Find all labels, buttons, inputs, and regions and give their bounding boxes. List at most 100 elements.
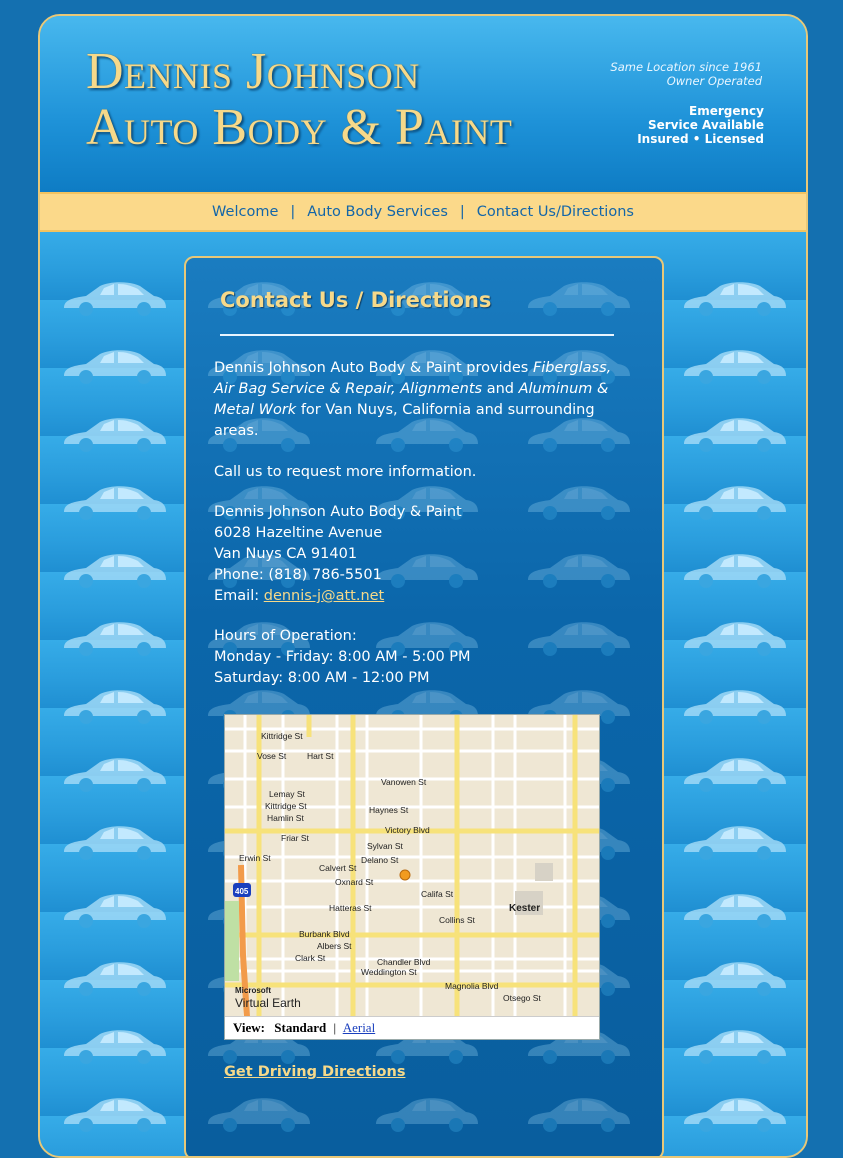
map-label: Erwin St: [239, 853, 271, 863]
car-decoration-icon: [204, 278, 312, 318]
car-decoration-icon: [60, 1094, 168, 1134]
map-view-label: View:: [233, 1020, 266, 1035]
badge-emergency: Emergency: [689, 104, 764, 118]
car-decoration-icon: [372, 346, 480, 386]
service-badges: Emergency Service Available Insured • Li…: [637, 104, 764, 146]
car-decoration-icon: [372, 550, 480, 590]
map-label: Victory Blvd: [385, 825, 430, 835]
car-decoration-icon: [680, 686, 788, 726]
city-address: Van Nuys CA 91401: [214, 546, 358, 562]
car-decoration-icon: [680, 618, 788, 658]
nav-separator: |: [459, 204, 465, 220]
car-decoration-icon: [680, 278, 788, 318]
page-title: Contact Us / Directions: [220, 288, 492, 312]
intro-paragraph: Dennis Johnson Auto Body & Paint provide…: [214, 358, 614, 442]
map-label: Haynes St: [369, 805, 409, 815]
car-decoration-icon: [680, 550, 788, 590]
map-label: Kittridge St: [265, 801, 307, 811]
car-decoration-icon: [680, 958, 788, 998]
site-header: Dennis Johnson Auto Body & Paint Same Lo…: [40, 16, 806, 194]
map-label: Lemay St: [269, 789, 306, 799]
main-nav: Welcome | Auto Body Services | Contact Us/Di…: [40, 192, 806, 232]
map-label: Albers St: [317, 941, 352, 951]
badge-insured: Insured • Licensed: [637, 132, 764, 146]
nav-welcome[interactable]: Welcome: [212, 204, 279, 220]
badge-service: Service Available: [647, 118, 764, 132]
map-label: Chandler Blvd: [377, 957, 431, 967]
map-label: Friar St: [281, 833, 310, 843]
car-decoration-icon: [60, 890, 168, 930]
car-decoration-icon: [204, 550, 312, 590]
tagline-since: Same Location since 1961: [610, 60, 762, 74]
map-label: Sylvan St: [367, 841, 404, 851]
car-decoration-icon: [372, 414, 480, 454]
car-decoration-icon: [60, 346, 168, 386]
car-decoration-icon: [372, 278, 480, 318]
location-map[interactable]: Kittridge St Vose St Hart St Vanowen St …: [224, 714, 600, 1040]
map-label: Magnolia Blvd: [445, 981, 499, 991]
car-decoration-icon: [524, 550, 632, 590]
address-block: Dennis Johnson Auto Body & Paint 6028 Ha…: [214, 502, 614, 607]
car-decoration-icon: [60, 550, 168, 590]
map-label: Collins St: [439, 915, 476, 925]
email-link[interactable]: dennis-j@att.net: [263, 588, 385, 604]
car-decoration-icon: [204, 618, 312, 658]
car-decoration-icon: [680, 346, 788, 386]
heading-divider: [220, 334, 614, 336]
car-decoration-icon: [680, 1094, 788, 1134]
map-label: Kester: [509, 903, 540, 914]
car-decoration-icon: [60, 618, 168, 658]
car-decoration-icon: [524, 1026, 632, 1066]
hours-title: Hours of Operation:: [214, 628, 357, 644]
intro-text-2: for Van Nuys, California and surrounding…: [214, 402, 595, 439]
car-decoration-icon: [680, 754, 788, 794]
car-decoration-icon: [60, 822, 168, 862]
car-decoration-icon: [680, 890, 788, 930]
map-brand-microsoft: Microsoft: [235, 986, 271, 995]
car-decoration-icon: [680, 414, 788, 454]
map-label: Vose St: [257, 751, 287, 761]
map-view-standard[interactable]: Standard: [274, 1020, 327, 1035]
car-decoration-icon: [680, 482, 788, 522]
map-canvas[interactable]: Kittridge St Vose St Hart St Vanowen St …: [225, 715, 599, 1017]
call-paragraph: Call us to request more information.: [214, 464, 477, 480]
hours-weekday: Monday - Friday: 8:00 AM - 5:00 PM: [214, 649, 471, 665]
content-panel: Contact Us / Directions Dennis Johnson A…: [184, 256, 664, 1156]
nav-auto-body-services[interactable]: Auto Body Services: [307, 204, 448, 220]
map-label: Hamlin St: [267, 813, 304, 823]
car-decoration-icon: [204, 482, 312, 522]
map-label: Vanowen St: [381, 777, 427, 787]
map-view-separator: |: [333, 1020, 337, 1035]
freeway-shield-icon: [233, 883, 251, 897]
map-label: Oxnard St: [335, 877, 374, 887]
logo-title-line1: Dennis Johnson: [86, 43, 420, 100]
phone-number: Phone: (818) 786-5501: [214, 567, 382, 583]
map-label: Clark St: [295, 953, 326, 963]
hours-saturday: Saturday: 8:00 AM - 12:00 PM: [214, 670, 430, 686]
map-label: Delano St: [361, 855, 399, 865]
car-decoration-icon: [60, 686, 168, 726]
map-view-toolbar: View: Standard | Aerial: [225, 1016, 599, 1039]
car-decoration-icon: [204, 414, 312, 454]
map-label: Burbank Blvd: [299, 929, 350, 939]
map-label: Hart St: [307, 751, 334, 761]
car-decoration-icon: [60, 754, 168, 794]
map-view-aerial[interactable]: Aerial: [342, 1020, 376, 1035]
nav-contact-directions[interactable]: Contact Us/Directions: [476, 204, 634, 220]
map-label: Otsego St: [503, 993, 541, 1003]
car-decoration-icon: [680, 822, 788, 862]
map-label: Kittridge St: [261, 731, 303, 741]
car-decoration-icon: [524, 618, 632, 658]
map-brand-virtual-earth: Virtual Earth: [235, 996, 301, 1010]
car-decoration-icon: [524, 346, 632, 386]
tagline-owner: Owner Operated: [666, 74, 762, 88]
intro-services-2: Aluminum & Metal Work: [214, 381, 609, 418]
intro-text-1: Dennis Johnson Auto Body & Paint provide…: [214, 360, 529, 376]
car-decoration-icon: [680, 1026, 788, 1066]
get-driving-directions-link[interactable]: Get Driving Directions: [224, 1064, 406, 1080]
hours-block: Hours of Operation: Monday - Friday: 8:0…: [214, 626, 614, 689]
email-label: Email:: [214, 588, 260, 604]
car-decoration-icon: [60, 414, 168, 454]
nav-separator: |: [290, 204, 296, 220]
logo-title-line2: Auto Body & Paint: [86, 99, 513, 156]
